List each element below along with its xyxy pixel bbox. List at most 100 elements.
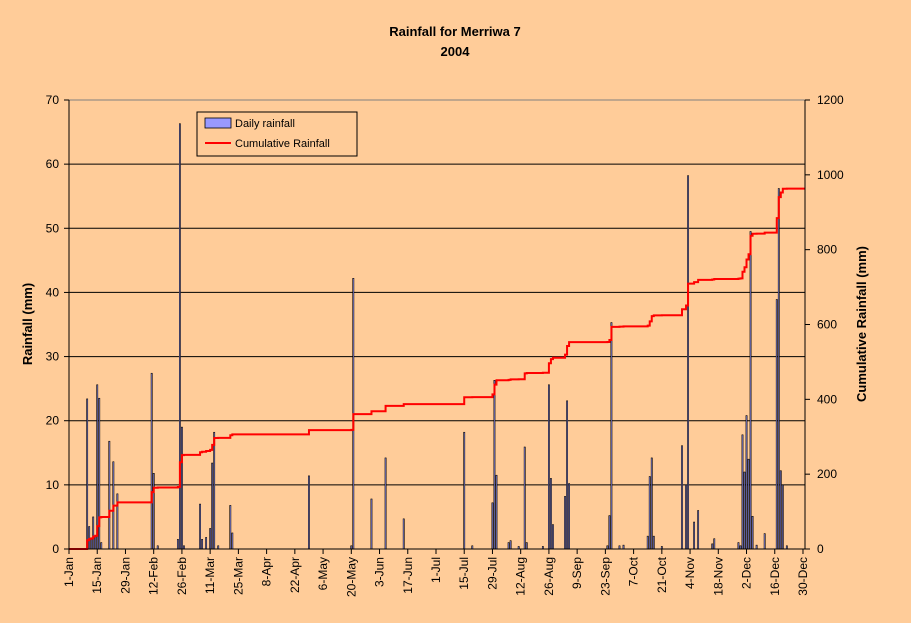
x-axis: 1-Jan 15-Jan 29-Jan 12-Feb 26-Feb 11-Mar 25-Ma… [62, 548, 810, 597]
rainfall-bar [370, 498, 373, 550]
rainfall-bar [751, 515, 754, 550]
rainfall-bar [777, 188, 780, 550]
rainfall-bar [176, 539, 179, 550]
y2-tick-label: 200 [817, 467, 837, 481]
y2-tick-label: 600 [817, 318, 837, 332]
rainfall-bar [100, 542, 103, 550]
legend-swatch-daily [204, 117, 232, 129]
y-axis-right: 0 200 400 600 800 1000 1200 [804, 93, 844, 556]
y-tick-label: 50 [46, 221, 60, 235]
rainfall-bar [693, 521, 695, 550]
rainfall-bar [463, 431, 466, 550]
x-tick-label: 30-Dec [796, 557, 810, 596]
y-tick-label: 30 [46, 350, 60, 364]
rainfall-bar [525, 542, 528, 550]
x-tick-label: 22-Apr [288, 557, 302, 593]
rainfall-bar [747, 458, 750, 550]
y-tick-label: 0 [52, 542, 59, 556]
grid-lines [69, 99, 805, 550]
rainfall-bar [523, 446, 526, 550]
y2-tick-label: 0 [817, 542, 824, 556]
x-tick-label: 18-Nov [711, 557, 725, 596]
x-tick-label: 21-Oct [655, 556, 669, 593]
x-tick-label: 12-Feb [147, 557, 161, 595]
rainfall-bar [402, 518, 405, 550]
rainfall-bar [685, 484, 687, 550]
y-tick-label: 70 [46, 93, 60, 107]
y-tick-label: 60 [46, 157, 60, 171]
y-axis-label: Rainfall (mm) [20, 283, 35, 365]
rainfall-bar [775, 299, 778, 550]
rainfall-bar [108, 440, 111, 550]
x-tick-label: 6-May [316, 557, 330, 590]
rainfall-bar [92, 516, 95, 550]
rainfall-bar [697, 510, 700, 550]
rainfall-bar [181, 426, 183, 550]
x-tick-label: 23-Sep [598, 557, 612, 596]
rainfall-bar [713, 538, 716, 550]
x-tick-label: 11-Mar [203, 557, 217, 594]
y2-tick-label: 400 [817, 392, 837, 406]
x-tick-label: 16-Dec [768, 557, 782, 596]
chart-subtitle: 2004 [441, 44, 471, 59]
rainfall-bar [687, 175, 689, 550]
rainfall-bar [608, 515, 611, 550]
x-tick-label: 1-Jul [429, 557, 443, 583]
rainfall-bar [568, 483, 570, 550]
rainfall-bar [652, 535, 655, 550]
x-tick-label: 2-Dec [740, 557, 754, 589]
rainfall-bar [622, 544, 625, 550]
y2-tick-label: 800 [817, 243, 837, 257]
rainfall-bar [211, 462, 214, 550]
legend-label-daily: Daily rainfall [235, 118, 295, 130]
rainfall-bar [749, 231, 752, 550]
cumulative-rainfall-line [69, 187, 805, 550]
y2-tick-label: 1000 [817, 168, 844, 182]
rainfall-bar [550, 478, 552, 550]
rainfall-bar [90, 539, 93, 550]
rainfall-bar [745, 415, 748, 550]
rainfall-bar [548, 384, 550, 550]
rainfall-bar [152, 473, 155, 550]
legend: Daily rainfall Cumulative Rainfall [196, 111, 358, 157]
rainfall-bar [552, 524, 554, 550]
rainfall-bar [491, 502, 494, 550]
rainfall-bar [564, 496, 566, 550]
rainfall-bar [779, 470, 782, 550]
legend-label-cumulative: Cumulative Rainfall [235, 138, 330, 150]
rainfall-bar [681, 445, 683, 550]
rainfall-bar [737, 542, 740, 550]
y2-axis-label: Cumulative Rainfall (mm) [854, 246, 869, 402]
rainfall-bar [205, 537, 208, 550]
rainfall-bar [711, 543, 714, 550]
rainfall-bar [610, 322, 613, 550]
rainfall-bar [213, 431, 216, 550]
rainfall-bar [231, 532, 234, 550]
chart-title: Rainfall for Merriwa 7 [389, 24, 520, 39]
rainfall-bar [229, 505, 232, 550]
x-tick-label: 25-Mar [231, 557, 245, 595]
x-tick-label: 15-Jul [457, 557, 471, 590]
x-tick-label: 12-Aug [514, 557, 528, 596]
rainfall-bar [566, 400, 568, 550]
rainfall-bar [384, 457, 387, 550]
x-tick-label: 17-Jun [401, 557, 415, 594]
x-tick-label: 7-Oct [627, 556, 641, 586]
rainfall-bar [755, 544, 758, 550]
rainfall-bar [646, 535, 649, 550]
rainfall-bar [650, 457, 653, 550]
rainfall-bar [648, 476, 651, 550]
rainfall-bar [495, 474, 498, 550]
y-tick-label: 40 [46, 285, 60, 299]
y2-tick-label: 1200 [817, 93, 844, 107]
x-tick-label: 20-May [344, 557, 358, 597]
rainfall-bar [96, 384, 99, 550]
x-tick-label: 15-Jan [90, 557, 104, 594]
x-tick-label: 29-Jul [485, 557, 499, 590]
x-tick-label: 26-Feb [175, 557, 189, 595]
rainfall-bar [88, 526, 91, 550]
rainfall-bar [308, 475, 310, 550]
rainfall-bar [509, 540, 512, 550]
